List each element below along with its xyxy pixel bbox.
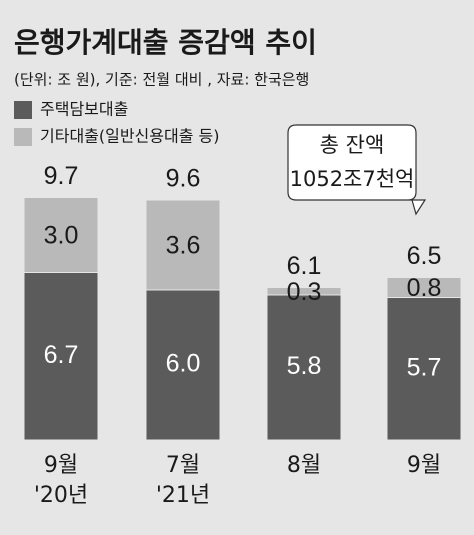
chart-subtitle: (단위: 조 원), 기준: 전월 대비 , 자료: 한국은행 — [14, 71, 309, 89]
bar-segment — [23, 197, 99, 273]
value-label: 0.3 — [287, 278, 322, 306]
bar-segment — [266, 294, 342, 441]
total-label: 6.5 — [407, 242, 442, 270]
x-tick-label: '21년 — [156, 483, 210, 508]
bar-segment — [266, 287, 342, 296]
bar-segment — [145, 289, 221, 441]
total-label: 9.6 — [166, 165, 201, 193]
value-label: 3.0 — [44, 222, 79, 250]
bar-segment — [145, 199, 221, 291]
value-label: 6.0 — [166, 350, 201, 378]
bar-segment — [386, 277, 462, 298]
legend-swatch — [14, 101, 32, 119]
x-tick-label: 8월 — [287, 453, 321, 478]
legend-label: 주택담보대출 — [40, 100, 128, 119]
x-tick-label: 9월 — [407, 453, 441, 478]
x-tick-label: 7월 — [166, 453, 200, 478]
legend-label: 기타대출(일반신용대출 등) — [40, 127, 220, 146]
value-label: 5.7 — [407, 353, 442, 381]
value-label: 0.8 — [407, 274, 442, 302]
value-label: 3.6 — [166, 232, 201, 260]
annotation: 총 잔액 — [320, 133, 385, 157]
legend-swatch — [14, 128, 32, 146]
x-tick-label: 9월 — [44, 453, 78, 478]
total-label: 6.1 — [287, 252, 322, 280]
bar-segment — [23, 272, 99, 441]
bar-segment — [386, 297, 462, 441]
annotation: 1052조7천억 — [290, 167, 415, 191]
total-label: 9.7 — [44, 162, 79, 190]
x-tick-label: '20년 — [34, 483, 88, 508]
value-label: 5.8 — [287, 352, 322, 380]
value-label: 6.7 — [44, 341, 79, 369]
callout-box — [287, 124, 427, 216]
chart-title: 은행가계대출 증감액 추이 — [14, 26, 317, 59]
